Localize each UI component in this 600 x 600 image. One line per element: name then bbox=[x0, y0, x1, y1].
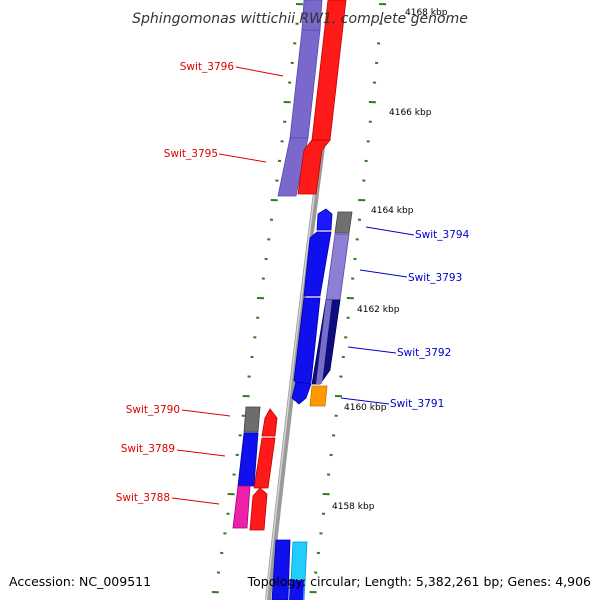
gene-arrow-swit3795[interactable] bbox=[297, 139, 331, 195]
gene-cluster-bottom bbox=[271, 539, 308, 600]
gene-block-upper[interactable] bbox=[301, 0, 323, 31]
ruler-label-4166: 4166 kbp bbox=[389, 108, 432, 118]
ruler-labels: 4168 kbp 4166 kbp 4164 kbp 4162 kbp 4160… bbox=[332, 8, 448, 512]
gene-label-swit3792[interactable]: Swit_3792 bbox=[397, 347, 451, 359]
gene-arrow-swit3789[interactable] bbox=[253, 437, 276, 489]
gene-label-swit3794[interactable]: Swit_3794 bbox=[415, 229, 470, 241]
gene-label-swit3793[interactable]: Swit_3793 bbox=[408, 272, 462, 284]
gene-arrow-swit3788[interactable] bbox=[249, 487, 268, 531]
gene-block-swit3792-edge bbox=[316, 300, 332, 384]
gene-label-swit3791[interactable]: Swit_3791 bbox=[390, 398, 444, 410]
gene-cluster-middle bbox=[291, 208, 353, 407]
gene-label-swit3796[interactable]: Swit_3796 bbox=[180, 61, 235, 73]
gene-block-bottom-blue[interactable] bbox=[271, 539, 291, 600]
ruler-label-4162: 4162 kbp bbox=[357, 305, 400, 315]
gene-arrow-small-top[interactable] bbox=[316, 208, 333, 231]
gene-label-swit3788[interactable]: Swit_3788 bbox=[116, 492, 170, 504]
gene-block-swit3791[interactable] bbox=[309, 385, 328, 407]
ruler-label-4160: 4160 kbp bbox=[344, 403, 387, 413]
gene-block-swit3793[interactable] bbox=[325, 233, 350, 301]
gene-labels: Swit_3796 Swit_3795 Swit_3790 Swit_3789 … bbox=[116, 61, 470, 504]
gene-block-swit3795[interactable] bbox=[277, 137, 309, 197]
gene-block-swit3789[interactable] bbox=[237, 432, 259, 487]
inner-tick-ring bbox=[211, 3, 304, 594]
ruler-label-4164: 4164 kbp bbox=[371, 206, 414, 216]
accession-text: Accession: NC_009511 bbox=[9, 574, 151, 589]
map-title: Sphingomonas wittichii RW1, complete gen… bbox=[132, 11, 468, 27]
genome-summary-text: Topology: circular; Length: 5,382,261 bp… bbox=[247, 574, 591, 589]
gene-block-grey[interactable] bbox=[334, 211, 353, 234]
gene-arrow-swit3791-left[interactable] bbox=[291, 381, 312, 405]
gene-label-swit3795[interactable]: Swit_3795 bbox=[164, 148, 218, 160]
gene-label-swit3790[interactable]: Swit_3790 bbox=[126, 404, 180, 416]
gene-block-swit3788[interactable] bbox=[232, 485, 251, 529]
gene-leader-lines bbox=[171, 66, 415, 505]
gene-label-swit3789[interactable]: Swit_3789 bbox=[121, 443, 175, 455]
gene-cluster-top bbox=[277, 0, 347, 197]
gene-block-bottom-blue2 bbox=[289, 580, 304, 600]
gene-arrow-swit3790[interactable] bbox=[261, 408, 278, 437]
gene-block-swit3790[interactable] bbox=[243, 406, 261, 433]
ruler-label-4168: 4168 kbp bbox=[405, 8, 448, 18]
gene-arrow-swit3794[interactable] bbox=[303, 231, 332, 297]
outer-tick-ring bbox=[309, 3, 387, 594]
gene-cluster-lower bbox=[232, 406, 278, 531]
ruler-label-4158: 4158 kbp bbox=[332, 502, 375, 512]
